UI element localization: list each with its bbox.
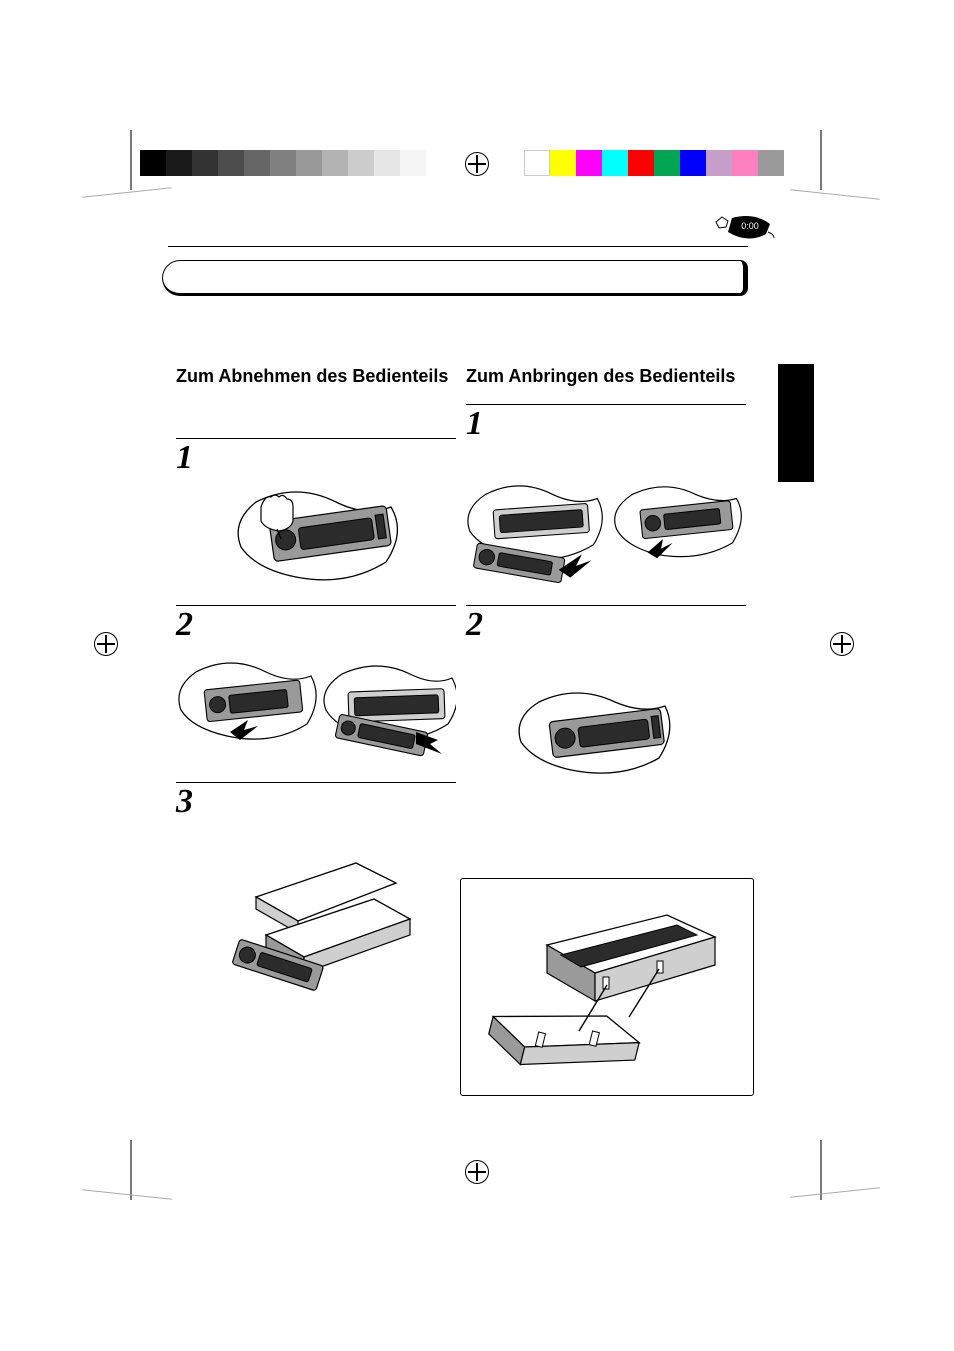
- illustration-remove-3: [176, 857, 456, 997]
- step-rule: [176, 782, 456, 783]
- crop-mark: [82, 1189, 172, 1199]
- registration-mark-top: [465, 152, 489, 176]
- registration-mark-left: [94, 632, 118, 656]
- illustration-note: [471, 905, 743, 1085]
- step-number: 2: [176, 608, 456, 642]
- step-attach-1: 1: [466, 404, 746, 603]
- registration-mark-right: [830, 632, 854, 656]
- step-rule: [176, 438, 456, 439]
- step-number: 1: [176, 441, 456, 475]
- step-attach-2: 2: [466, 605, 746, 794]
- clock-display-icon: 0:00: [714, 214, 778, 240]
- illustration-remove-2: [176, 654, 456, 774]
- step-rule: [176, 605, 456, 606]
- step-remove-1: 1: [176, 438, 456, 597]
- crop-mark: [790, 1187, 880, 1197]
- crop-mark: [130, 1140, 132, 1200]
- step-number: 1: [466, 407, 746, 441]
- step-rule: [466, 404, 746, 405]
- step-remove-2: 2: [176, 605, 456, 774]
- crop-mark: [790, 189, 880, 199]
- step-number: 2: [466, 608, 746, 642]
- clock-display-text: 0:00: [741, 221, 759, 231]
- crop-mark: [130, 130, 132, 190]
- crop-mark: [82, 187, 172, 197]
- horizontal-rule: [168, 246, 748, 247]
- step-remove-3: 3: [176, 782, 456, 997]
- step-number: 3: [176, 785, 456, 819]
- column-attach: Zum Anbringen des Bedienteils 1: [466, 366, 746, 802]
- illustration-attach-1: [466, 473, 746, 603]
- color-bar: [524, 150, 784, 178]
- registration-mark-bottom: [465, 1160, 489, 1184]
- grayscale-bar: [140, 150, 426, 178]
- crop-mark: [820, 1140, 822, 1200]
- heading-remove: Zum Abnehmen des Bedienteils: [176, 366, 456, 388]
- step-rule: [466, 605, 746, 606]
- heading-attach: Zum Anbringen des Bedienteils: [466, 366, 746, 388]
- note-box: [460, 878, 754, 1096]
- column-remove: Zum Abnehmen des Bedienteils 1: [176, 366, 456, 1005]
- illustration-attach-2: [466, 684, 746, 794]
- illustration-remove-1: [176, 487, 456, 597]
- crop-mark: [820, 130, 822, 190]
- title-banner: [162, 260, 748, 296]
- side-tab: [778, 364, 814, 482]
